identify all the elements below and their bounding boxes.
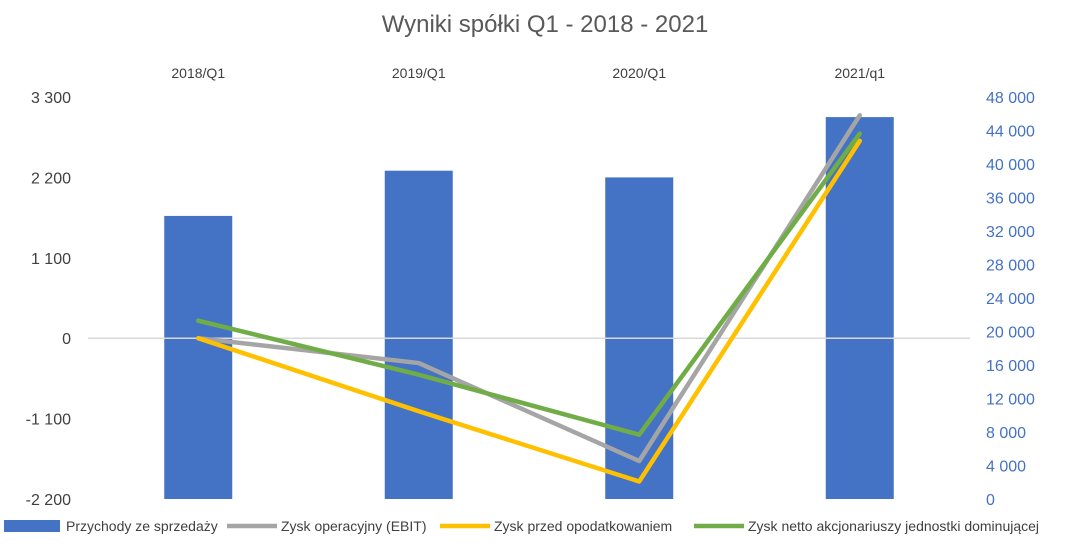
- lines-group: [196, 113, 862, 484]
- left-tick-label: -1 100: [26, 412, 71, 429]
- category-label: 2021/q1: [834, 65, 885, 81]
- right-tick-label: 20 000: [986, 325, 1035, 342]
- legend-label: Zysk operacyjny (EBIT): [281, 518, 426, 534]
- line-zysk-przed-opodatkowaniem: [196, 138, 862, 484]
- legend-label: Zysk netto akcjonariuszy jednostki domin…: [748, 518, 1039, 534]
- right-tick-label: 40 000: [986, 157, 1035, 174]
- left-tick-label: 2 200: [31, 170, 71, 187]
- right-axis: 48 000 44 000 40 000 36 000 32 000 28 000 24 0…: [986, 90, 1035, 509]
- right-tick-label: 28 000: [986, 258, 1035, 275]
- category-label: 2019/Q1: [392, 65, 446, 81]
- right-tick-label: 12 000: [986, 392, 1035, 409]
- category-label: 2018/Q1: [171, 65, 225, 81]
- line-zysk-netto-akcjonariuszy-jednostki-dominującej: [196, 131, 862, 437]
- left-tick-label: 3 300: [31, 90, 71, 107]
- left-tick-label: 1 100: [31, 251, 71, 268]
- chart-title: Wyniki spółki Q1 - 2018 - 2021: [382, 11, 709, 38]
- bar-2018/Q1: [164, 215, 233, 500]
- right-tick-label: 4 000: [986, 459, 1026, 476]
- right-tick-label: 44 000: [986, 124, 1035, 141]
- line-zysk-operacyjny-(ebit): [196, 113, 862, 464]
- right-tick-label: 36 000: [986, 191, 1035, 208]
- legend-label: Przychody ze sprzedaży: [66, 518, 218, 534]
- category-labels: 2018/Q1 2019/Q1 2020/Q1 2021/q1: [171, 65, 885, 81]
- category-label: 2020/Q1: [612, 65, 666, 81]
- bar-2021/q1: [825, 117, 894, 499]
- left-tick-label: 0: [62, 331, 71, 348]
- legend-swatch: [4, 520, 60, 532]
- right-tick-label: 24 000: [986, 291, 1035, 308]
- bars-group: [164, 117, 894, 500]
- right-tick-label: 32 000: [986, 224, 1035, 241]
- right-tick-label: 8 000: [986, 425, 1026, 442]
- legend: Przychody ze sprzedaży Zysk operacyjny (E…: [4, 518, 1039, 534]
- legend-label: Zysk przed opodatkowaniem: [494, 518, 672, 534]
- right-tick-label: 48 000: [986, 90, 1035, 107]
- left-tick-label: -2 200: [26, 492, 71, 509]
- bar-2019/Q1: [384, 170, 453, 499]
- right-tick-label: 0: [986, 492, 995, 509]
- left-axis: 3 300 2 200 1 100 0 -1 100 -2 200: [26, 90, 71, 509]
- right-tick-label: 16 000: [986, 358, 1035, 375]
